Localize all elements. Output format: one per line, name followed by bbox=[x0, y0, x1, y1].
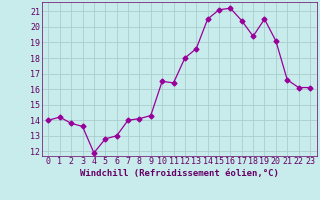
X-axis label: Windchill (Refroidissement éolien,°C): Windchill (Refroidissement éolien,°C) bbox=[80, 169, 279, 178]
